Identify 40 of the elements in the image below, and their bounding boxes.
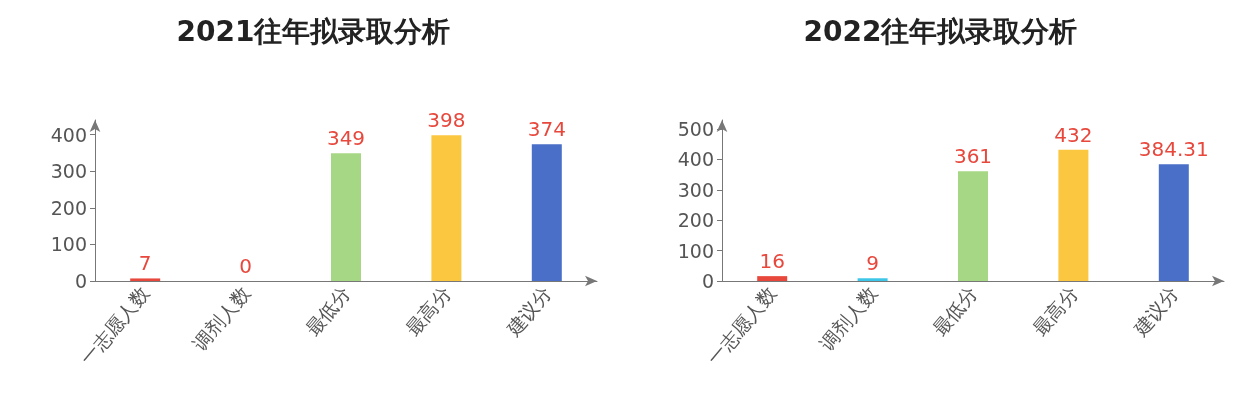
bar (531, 144, 562, 281)
bar (1058, 149, 1089, 281)
data-label: 374 (527, 117, 566, 142)
y-tick-label: 400 (677, 148, 714, 171)
data-label: 0 (239, 254, 252, 278)
data-label: 398 (427, 108, 466, 133)
y-tick-label: 0 (701, 270, 714, 292)
data-label: 349 (326, 126, 366, 151)
y-tick-label: 100 (677, 239, 714, 262)
bar (958, 171, 988, 281)
x-tick-label: 建议分 (1128, 281, 1183, 341)
bar (431, 135, 462, 281)
data-label: 361 (953, 144, 993, 169)
y-tick-label: 300 (50, 160, 87, 183)
data-label: 384.31 (1138, 137, 1209, 162)
x-tick-label: 最高分 (1028, 281, 1082, 340)
data-label: 7 (138, 251, 152, 276)
bar (757, 276, 788, 281)
x-tick-label: 最高分 (401, 281, 455, 340)
y-tick-label: 100 (50, 233, 87, 256)
x-tick-label: 最低分 (300, 281, 355, 340)
y-tick-label: 500 (677, 118, 714, 141)
data-label: 16 (759, 249, 785, 274)
x-tick-label: 调剂人数 (188, 281, 255, 355)
data-label: 432 (1054, 122, 1093, 147)
bar (130, 278, 161, 281)
x-tick-label: 调剂人数 (815, 281, 882, 355)
bar (331, 153, 361, 281)
data-label: 9 (866, 251, 879, 276)
y-tick-label: 300 (677, 178, 714, 201)
bar (1158, 164, 1189, 281)
y-tick-label: 200 (50, 196, 87, 219)
y-tick-label: 200 (677, 209, 714, 232)
y-tick-label: 400 (50, 123, 87, 146)
chart-title: 2022往年拟录取分析 (803, 14, 1078, 48)
bar (857, 278, 888, 281)
y-tick-label: 0 (74, 270, 87, 292)
x-tick-label: 最低分 (927, 281, 982, 340)
x-tick-label: 建议分 (501, 281, 556, 341)
chart-title: 2021往年拟录取分析 (176, 14, 451, 48)
